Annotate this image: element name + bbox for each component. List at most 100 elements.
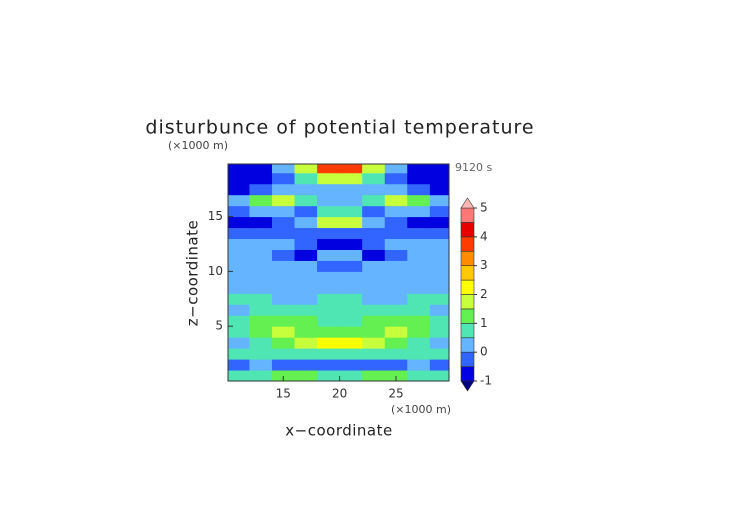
cell: [249, 304, 273, 316]
cell: [429, 271, 449, 283]
cell: [271, 304, 296, 316]
cell: [228, 183, 250, 196]
cell: [362, 216, 386, 229]
cell: [407, 293, 431, 305]
cell: [339, 326, 363, 338]
cell: [271, 249, 296, 261]
cell: [384, 183, 408, 196]
x-unit: (×1000 m): [391, 403, 451, 416]
cell: [249, 227, 273, 240]
cell: [294, 183, 318, 196]
cell: [271, 183, 296, 196]
cell: [294, 172, 318, 185]
cell: [339, 304, 363, 316]
cell: [249, 238, 273, 250]
cell: [339, 164, 363, 174]
cell: [429, 238, 449, 250]
colorbar-tick-label: 0: [480, 345, 488, 359]
cell: [249, 282, 273, 294]
contour-field: [228, 164, 449, 381]
cell: [228, 249, 250, 261]
cell: [362, 194, 386, 207]
cell: [228, 359, 250, 371]
cell: [271, 238, 296, 250]
cell: [384, 293, 408, 305]
colorbar-band: [460, 351, 475, 367]
cell: [407, 216, 431, 229]
cell: [339, 172, 363, 185]
cell: [384, 326, 408, 338]
cell: [339, 359, 363, 371]
y-axis-label: z−coordinate: [184, 220, 202, 326]
cell: [407, 304, 431, 316]
cell: [362, 359, 386, 371]
cell: [362, 282, 386, 294]
cell: [228, 238, 250, 250]
cell: [339, 194, 363, 207]
cell: [228, 304, 250, 316]
cell: [271, 359, 296, 371]
cell: [407, 227, 431, 240]
cell: [384, 337, 408, 349]
cell: [339, 249, 363, 261]
cell: [407, 164, 431, 174]
cell: [228, 315, 250, 327]
cell: [228, 337, 250, 349]
cell: [384, 282, 408, 294]
colorbar-tick-label: 3: [480, 258, 488, 272]
cell: [429, 227, 449, 240]
cell: [271, 348, 296, 360]
cell: [429, 249, 449, 261]
cell: [407, 238, 431, 250]
cell: [249, 216, 273, 229]
cell: [384, 249, 408, 261]
cell: [429, 216, 449, 229]
cell: [407, 337, 431, 349]
cell: [294, 260, 318, 272]
cell: [294, 337, 318, 349]
y-tick-label: 10: [208, 264, 223, 278]
cell: [228, 271, 250, 283]
cell: [407, 370, 431, 381]
cell: [317, 194, 341, 207]
cell: [407, 326, 431, 338]
cell: [228, 216, 250, 229]
cell: [384, 315, 408, 327]
cell: [362, 293, 386, 305]
cell: [271, 216, 296, 229]
colorbar-band: [460, 337, 475, 353]
cell: [228, 282, 250, 294]
cell: [429, 370, 449, 381]
cell: [249, 194, 273, 207]
cell: [407, 194, 431, 207]
cell: [407, 205, 431, 218]
cell: [317, 260, 341, 272]
cell: [317, 326, 341, 338]
cell: [384, 205, 408, 218]
cell: [362, 370, 386, 381]
cell: [271, 326, 296, 338]
colorbar-band: [460, 265, 475, 281]
cell: [429, 315, 449, 327]
cell: [294, 326, 318, 338]
cell: [339, 293, 363, 305]
cell: [339, 205, 363, 218]
cell: [362, 249, 386, 261]
cell: [228, 205, 250, 218]
chart-title: disturbunce of potential temperature: [145, 117, 534, 139]
colorbar-band: [460, 366, 475, 382]
cell: [228, 227, 250, 240]
cell: [429, 337, 449, 349]
cell: [407, 359, 431, 371]
cell: [249, 326, 273, 338]
cell: [362, 183, 386, 196]
cell: [317, 337, 341, 349]
cell: [249, 293, 273, 305]
cell: [294, 359, 318, 371]
cell: [384, 227, 408, 240]
cell: [384, 370, 408, 381]
cell: [271, 260, 296, 272]
cell: [384, 260, 408, 272]
cell: [407, 282, 431, 294]
cell: [317, 315, 341, 327]
